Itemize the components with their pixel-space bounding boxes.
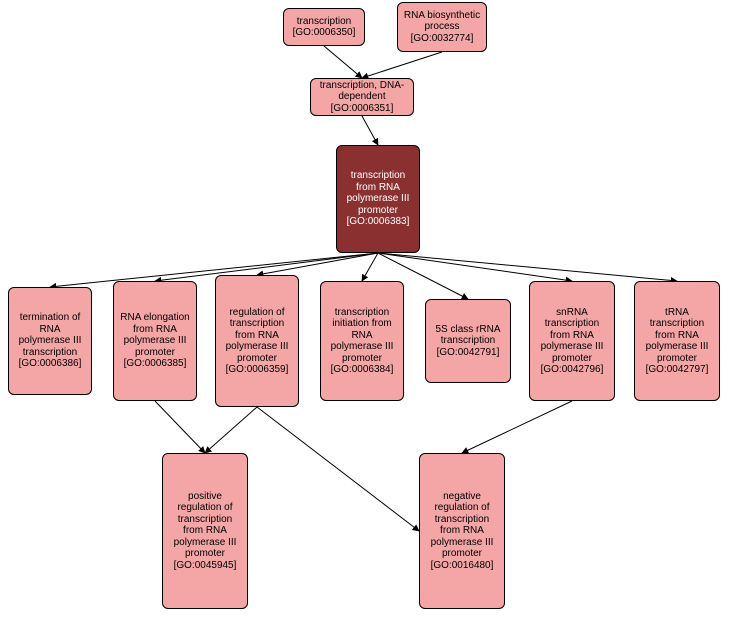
go-term-node: 5S class rRNA transcription [GO:0042791]	[425, 299, 511, 383]
edge	[324, 46, 362, 78]
node-label: transcription initiation from RNA polyme…	[325, 307, 399, 376]
node-label: regulation of transcription from RNA pol…	[220, 307, 294, 376]
node-label: transcription [GO:0006350]	[288, 16, 360, 39]
go-term-node: positive regulation of transcription fro…	[162, 453, 248, 609]
node-label: termination of RNA polymerase III transc…	[13, 312, 87, 370]
go-term-node: snRNA transcription from RNA polymerase …	[529, 281, 615, 401]
go-term-node: transcription, DNA-dependent [GO:0006351…	[310, 78, 414, 116]
node-label: transcription, DNA-dependent [GO:0006351…	[315, 80, 409, 115]
edge	[378, 253, 572, 281]
go-term-node: negative regulation of transcription fro…	[419, 453, 505, 609]
node-label: positive regulation of transcription fro…	[167, 491, 243, 572]
go-term-node: transcription [GO:0006350]	[283, 8, 365, 46]
edge	[257, 407, 419, 531]
node-label: RNA biosynthetic process [GO:0032774]	[402, 10, 482, 45]
node-label: 5S class rRNA transcription [GO:0042791]	[430, 324, 506, 359]
edge	[205, 407, 257, 453]
go-term-node: RNA elongation from RNA polymerase III p…	[113, 281, 197, 401]
go-term-node: transcription from RNA polymerase III pr…	[336, 145, 420, 253]
edge	[362, 253, 378, 281]
node-label: RNA elongation from RNA polymerase III p…	[118, 312, 192, 370]
node-label: tRNA transcription from RNA polymerase I…	[639, 307, 715, 376]
go-term-node: transcription initiation from RNA polyme…	[320, 281, 404, 401]
go-term-node: regulation of transcription from RNA pol…	[215, 275, 299, 407]
edge	[378, 253, 677, 281]
edge	[155, 401, 205, 453]
go-term-node: tRNA transcription from RNA polymerase I…	[634, 281, 720, 401]
node-label: negative regulation of transcription fro…	[424, 491, 500, 572]
edge	[462, 401, 572, 453]
edge	[362, 116, 378, 145]
node-label: snRNA transcription from RNA polymerase …	[534, 307, 610, 376]
go-term-node: RNA biosynthetic process [GO:0032774]	[397, 2, 487, 52]
node-label: transcription from RNA polymerase III pr…	[341, 170, 415, 228]
edge	[362, 52, 442, 78]
go-term-node: termination of RNA polymerase III transc…	[8, 287, 92, 395]
